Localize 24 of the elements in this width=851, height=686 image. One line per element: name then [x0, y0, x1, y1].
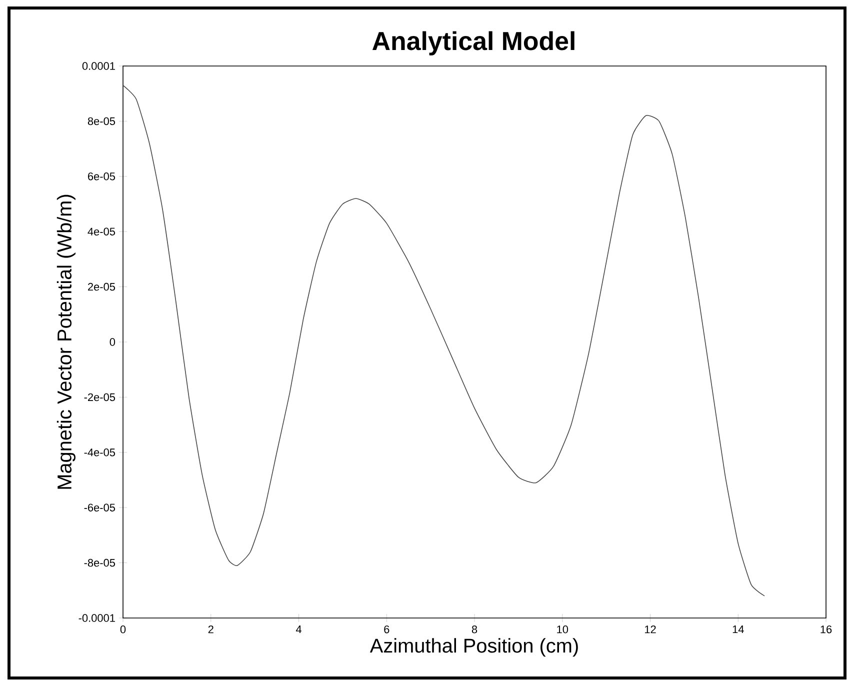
- x-tick-label: 10: [557, 626, 568, 634]
- x-tick-label: 12: [644, 626, 656, 634]
- y-tick-label: 0: [110, 338, 116, 346]
- x-axis-title: Azimuthal Position (cm): [370, 638, 578, 657]
- x-tick-label: 6: [384, 626, 390, 634]
- x-tick-label: 0: [120, 626, 126, 634]
- y-tick-label: 0.0001: [82, 62, 115, 70]
- y-tick-label: 4e-05: [88, 228, 116, 236]
- y-tick-label: -0.0001: [78, 614, 115, 622]
- x-tick-label: 14: [732, 626, 744, 634]
- chart-title: Analytical Model: [372, 31, 574, 56]
- x-tick-label: 16: [820, 626, 832, 634]
- x-tick-label: 4: [296, 626, 302, 634]
- line-series: [122, 84, 765, 596]
- y-tick-label: -8e-05: [84, 558, 116, 567]
- x-tick-label: 8: [472, 626, 478, 634]
- y-tick-label: 2e-05: [88, 282, 116, 291]
- y-tick-label: -6e-05: [84, 504, 116, 512]
- y-tick-label: -4e-05: [84, 448, 116, 456]
- y-tick-label: 6e-05: [88, 172, 116, 180]
- y-tick-label: 8e-05: [88, 117, 116, 126]
- y-tick-label: -2e-05: [84, 393, 116, 402]
- x-tick-label: 2: [208, 626, 214, 634]
- y-axis-title: Magnetic Vector Potential (Wb/m): [56, 194, 76, 489]
